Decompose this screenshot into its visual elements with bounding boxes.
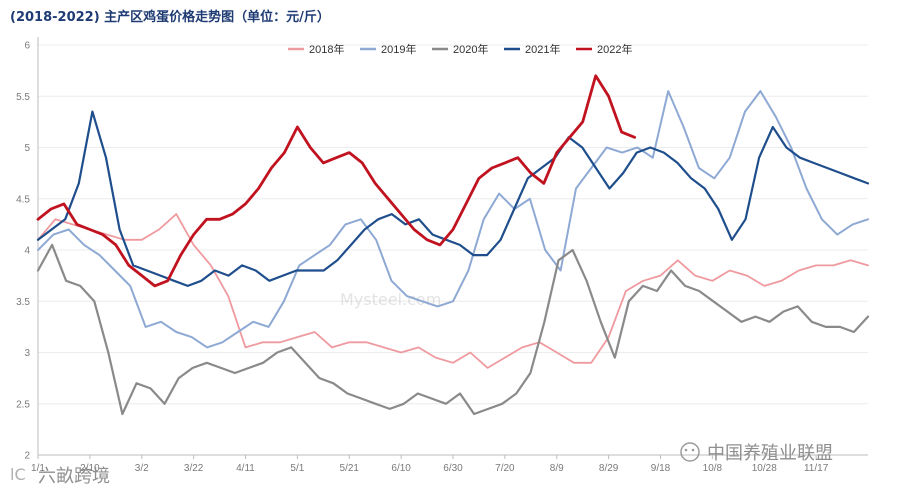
x-tick-label: 11/17 [804,463,829,474]
y-tick-labels: 2 2.5 3 3.5 4 4.5 5 5.5 6 [16,41,30,462]
x-tick-label: 2/10 [80,463,100,474]
x-tick-labels: 1/1 2/10 3/2 3/22 4/11 5/1 5/21 6/10 6/30 7/20 8/9… [31,463,829,474]
legend-label: 2021年 [525,42,560,56]
y-tick-label: 2 [24,451,30,462]
x-tick-label: 5/1 [290,463,304,474]
wechat-watermark: 中国养殖业联盟 [680,442,833,464]
chart-title: (2018-2022) 主产区鸡蛋价格走势图（单位：元/斤） [10,10,330,25]
legend: 2018年 2019年 2020年 2021年 2022年 [288,42,632,56]
series-line-2018 [37,213,869,369]
x-tick-label: 4/11 [236,463,255,474]
legend-label: 2020年 [453,42,488,56]
series-lines [36,74,870,416]
series-line-2019 [37,90,869,349]
series-line-2021 [36,110,870,287]
wechat-icon [680,442,700,462]
watermark-center: Mysteel.com [340,290,441,309]
y-tick-label: 6 [24,41,30,52]
x-tick-label: 8/29 [599,463,619,474]
x-tick-label: 5/21 [340,463,360,474]
y-tick-label: 2.5 [16,399,30,410]
legend-label: 2022年 [597,42,632,56]
y-tick-label: 3.5 [16,297,30,308]
corner-watermark-text: 六畝跨境 [38,466,110,487]
x-tick-label: 10/8 [703,463,723,474]
y-tick-label: 5.5 [16,92,30,103]
y-tick-label: 5 [24,143,30,154]
y-tick-label: 3 [24,348,30,359]
x-tick-label: 6/30 [443,463,463,474]
x-tick-label: 3/22 [184,463,204,474]
x-tick-label: 10/28 [752,463,777,474]
x-tick-label: 6/10 [391,463,411,474]
legend-label: 2019年 [381,42,416,56]
x-tick-label: 1/1 [31,463,45,474]
y-tick-label: 4.5 [16,194,30,205]
series-line-2020 [36,243,870,416]
axes [37,37,868,459]
y-tick-label: 4 [24,246,30,257]
x-tick-label: 8/9 [550,463,564,474]
legend-label: 2018年 [309,42,344,56]
gridlines [38,44,868,456]
corner-watermark: lC 六畝跨境 [10,465,110,487]
wechat-watermark-text: 中国养殖业联盟 [707,442,833,464]
corner-prefix: lC [10,465,26,484]
x-tick-label: 3/2 [135,463,149,474]
x-tick-label: 7/20 [495,463,515,474]
series-line-2022 [36,74,636,288]
x-tick-label: 9/18 [651,463,671,474]
